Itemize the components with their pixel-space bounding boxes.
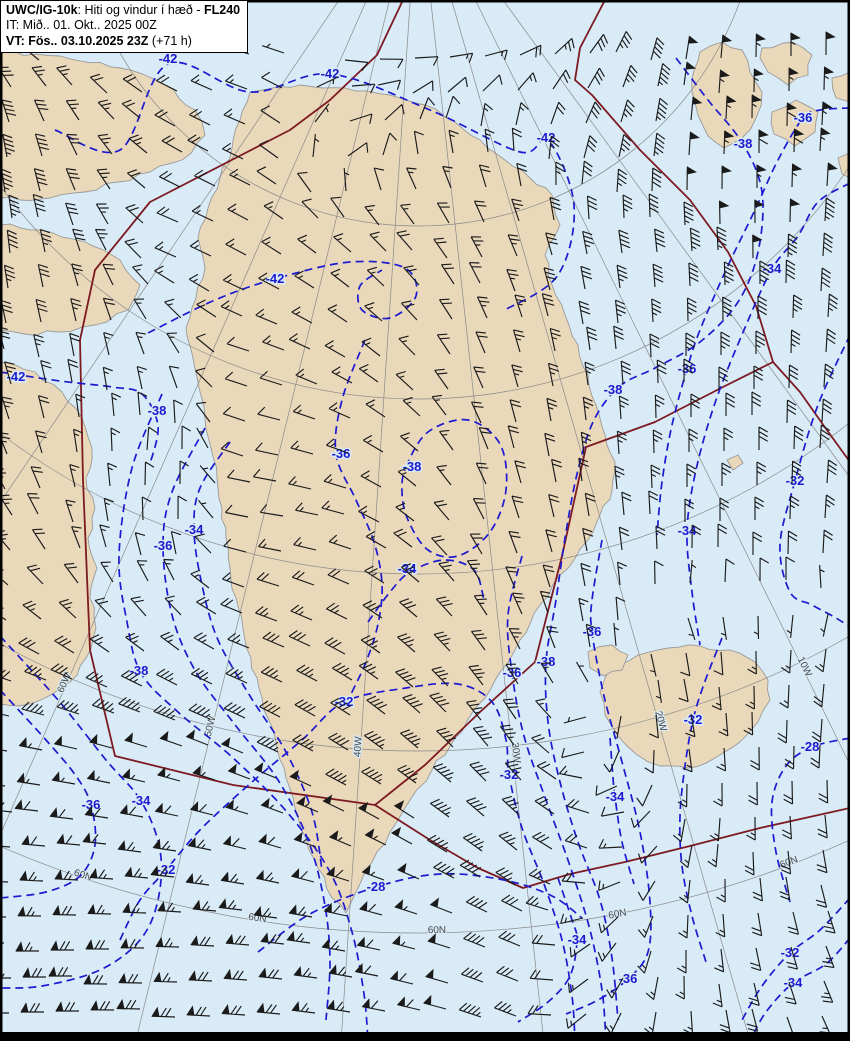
contour-label: -36 <box>154 538 173 553</box>
graticule-label: 40W <box>352 736 364 758</box>
contour-label: -42 <box>321 66 340 81</box>
coastline-iceland <box>599 644 771 769</box>
coastline-island-e1 <box>831 71 850 103</box>
contour-label: -38 <box>148 403 167 418</box>
temperature-contour <box>118 393 369 1041</box>
contour-label: -38 <box>130 663 149 678</box>
contour-label: -34 <box>132 793 152 808</box>
graticule-label: 60N <box>607 907 627 921</box>
temperature-contour <box>741 897 850 1021</box>
latitude-circle <box>0 164 850 400</box>
coastline-baffin <box>0 361 98 707</box>
contour-label: -34 <box>398 561 418 576</box>
temperature-contour <box>749 937 850 1041</box>
contour-label: -42 <box>159 51 178 66</box>
contour-label: -28 <box>801 739 820 754</box>
meridian-line <box>502 0 850 479</box>
contour-label: -38 <box>734 136 753 151</box>
forecast-info-box: UWC/IG-10k: Hiti og vindur í hæð - FL240… <box>0 0 249 53</box>
temperature-contour <box>401 418 508 559</box>
contour-label: -36 <box>794 110 813 125</box>
flight-level: FL240 <box>204 3 241 17</box>
contour-label: -36 <box>678 361 697 376</box>
product-id: UWC/IG-10k <box>6 3 78 17</box>
coastline-edgeoya <box>770 99 819 147</box>
contour-label: -36 <box>82 797 101 812</box>
graticule-label: 30W <box>509 742 522 764</box>
meridian-line <box>0 0 368 837</box>
meridian-line <box>430 0 545 1041</box>
domain-boundary <box>79 0 404 806</box>
init-time-line: IT: Mið.. 01. Okt.. 2025 00Z <box>6 18 157 33</box>
temperature-contour <box>656 107 850 536</box>
temperature-contour <box>119 682 576 1041</box>
contour-label: -38 <box>403 459 422 474</box>
meridian-line <box>451 0 751 1041</box>
temperature-contour <box>517 877 578 1023</box>
contour-label: -42 <box>266 271 285 286</box>
temperature-contour <box>678 637 723 963</box>
meridian-line <box>474 0 850 766</box>
graticule-label: 60N <box>428 925 447 936</box>
temperature-contour <box>0 371 159 465</box>
contour-label: -34 <box>185 522 205 537</box>
temperature-contour <box>0 689 97 899</box>
meridian-line <box>0 0 340 504</box>
map-border-bottom <box>0 1032 850 1041</box>
coastline-westfjords <box>587 644 629 677</box>
latitude-circle <box>95 0 741 227</box>
contour-label: -32 <box>684 712 703 727</box>
domain-boundary <box>585 361 774 448</box>
graticule-label: 60N <box>247 912 267 926</box>
contour-label: -28 <box>367 879 386 894</box>
latitude-circle <box>0 839 850 934</box>
temperature-contour <box>779 334 850 628</box>
temperature-contour <box>367 559 485 623</box>
domain-boundary <box>574 0 774 363</box>
temperature-contour <box>334 339 383 701</box>
contour-label: -34 <box>606 789 626 804</box>
domain-boundary <box>772 361 850 463</box>
contour-label: -32 <box>500 767 519 782</box>
contour-label: -34 <box>784 975 804 990</box>
temperature-contour <box>565 539 652 1015</box>
contour-label: -34 <box>568 932 588 947</box>
temperature-contour <box>686 182 850 646</box>
latitude-circle <box>0 421 850 575</box>
temperature-contour <box>257 872 583 953</box>
wind-barb-pennants <box>14 31 838 1017</box>
wind-barbs <box>0 31 839 1040</box>
coastline-svalbard <box>691 41 763 149</box>
coastline-nordaustlandet <box>759 41 813 86</box>
contour-label: -38 <box>537 654 556 669</box>
temperature-contour <box>0 635 163 989</box>
contour-label: -38 <box>604 382 623 397</box>
contour-label: -32 <box>786 473 805 488</box>
temperature-contour <box>147 260 418 334</box>
domain-boundary <box>374 804 850 889</box>
meridian-line <box>135 0 390 1041</box>
domain-boundary <box>374 446 587 806</box>
latitude-circle <box>0 635 850 752</box>
temperature-contour <box>54 61 576 311</box>
temperature-contour <box>193 441 323 871</box>
coastline-greenland <box>185 84 616 914</box>
contour-label: -36 <box>619 971 638 986</box>
meridian-line <box>340 0 411 1041</box>
contour-label: -32 <box>781 945 800 960</box>
coastline-jan-mayen <box>726 454 744 471</box>
product-title-line: UWC/IG-10k: Hiti og vindur í hæð - FL240 <box>6 3 241 17</box>
valid-time-line: VT: Fös.. 03.10.2025 23Z (+71 h) <box>6 33 192 48</box>
